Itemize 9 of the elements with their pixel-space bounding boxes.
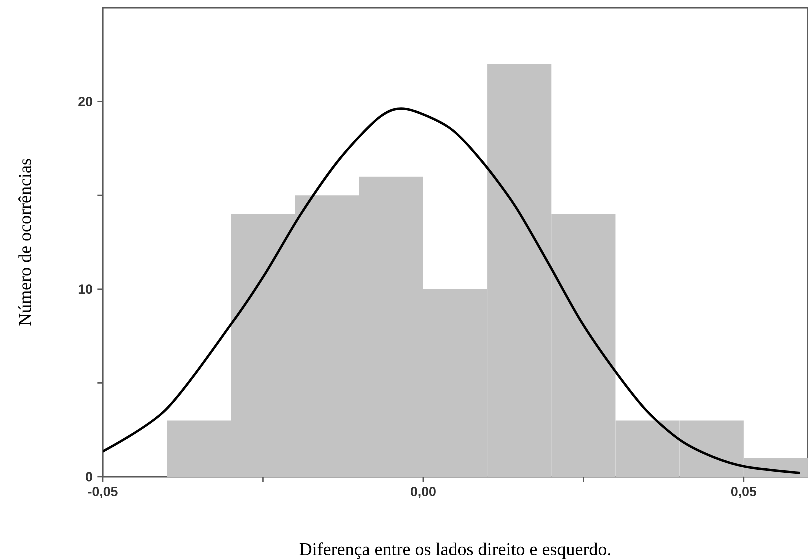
x-tick-label: 0,05 — [731, 487, 757, 498]
y-tick-label: 0 — [86, 472, 92, 482]
x-tick-label: -0,05 — [88, 487, 118, 498]
x-axis-title: Diferença entre os lados direito e esquerdo. — [300, 542, 611, 559]
y-tick-label: 10 — [78, 284, 92, 294]
y-axis-title: Número de ocorrências — [18, 159, 32, 326]
x-tick-label: 0,00 — [411, 487, 436, 498]
line-series — [103, 108, 802, 474]
y-tick-label: 20 — [78, 97, 92, 107]
